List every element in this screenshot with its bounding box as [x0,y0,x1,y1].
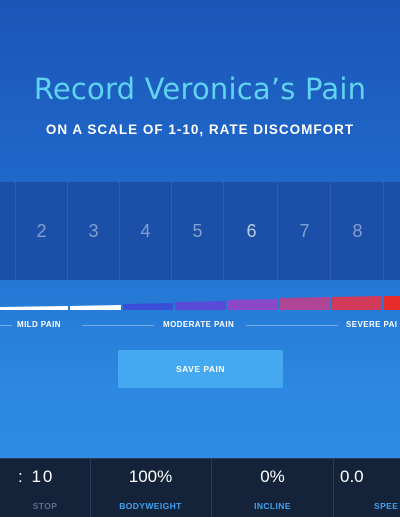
pain-bar-seg-8 [384,296,400,310]
pain-bar-seg-5 [228,299,278,310]
speed-value: 0.0 [340,467,364,486]
save-pain-button[interactable]: SAVE PAIN [118,350,283,388]
severe-pain-label: SEVERE PAI [346,320,398,329]
pain-bar-seg-4 [175,301,226,310]
pain-scale-cell-8[interactable]: 8 [332,182,384,280]
pain-scale-cell-3[interactable]: 3 [68,182,120,280]
pain-scale: 2 3 4 5 6 7 8 [0,182,400,280]
pain-scale-cell-9[interactable] [384,182,400,280]
pain-scale-cell-2[interactable]: 2 [16,182,68,280]
pain-scale-cell-1[interactable] [0,182,16,280]
pain-gradient-bar [0,296,400,310]
footer-incline-cell[interactable]: 0% INCLINE [212,459,334,517]
pain-bar-seg-2 [70,305,121,310]
range-divider [82,325,154,326]
pain-scale-number: 3 [88,220,99,241]
page-title: Record Veronica’s Pain [33,72,367,106]
page-subtitle: ON A SCALE OF 1-10, RATE DISCOMFORT [45,122,355,137]
pain-bar-seg-3 [123,303,173,310]
stop-label: STOP [32,501,58,511]
pain-scale-number: 6 [246,220,257,241]
footer-speed-cell[interactable]: 0.0 SPEE [334,459,400,517]
pain-scale-number: 7 [299,220,310,241]
incline-label: INCLINE [254,501,291,511]
pain-scale-cell-7[interactable]: 7 [279,182,331,280]
pain-gradient-svg [0,296,400,310]
pain-scale-cell-6[interactable]: 6 [226,182,278,280]
pain-bar-seg-1 [0,306,68,310]
pain-bar-seg-7 [332,296,382,310]
mild-pain-label: MILD PAIN [17,320,61,329]
pain-scale-number: 2 [36,220,47,241]
range-divider [0,325,12,326]
moderate-pain-label: MODERATE PAIN [163,320,235,329]
bodyweight-label: BODYWEIGHT [119,501,182,511]
pain-scale-number: 8 [352,220,363,241]
footer-bodyweight-cell[interactable]: 100% BODYWEIGHT [90,459,212,517]
incline-value: 0% [260,467,285,486]
pain-range-labels: MILD PAIN MODERATE PAIN SEVERE PAI [0,320,400,332]
bodyweight-value: 100% [128,467,173,486]
range-divider [246,325,338,326]
pain-scale-cell-4[interactable]: 4 [120,182,172,280]
time-value: : 10 [18,467,55,486]
pain-scale-number: 5 [192,220,203,241]
footer-stats-bar: : 10 STOP 100% BODYWEIGHT 0% INCLINE 0.0… [0,458,400,517]
footer-time-cell[interactable]: : 10 STOP [0,459,91,517]
pain-scale-number: 4 [140,220,151,241]
pain-bar-seg-6 [280,297,330,310]
speed-label: SPEE [374,501,399,511]
pain-scale-cell-5[interactable]: 5 [172,182,224,280]
